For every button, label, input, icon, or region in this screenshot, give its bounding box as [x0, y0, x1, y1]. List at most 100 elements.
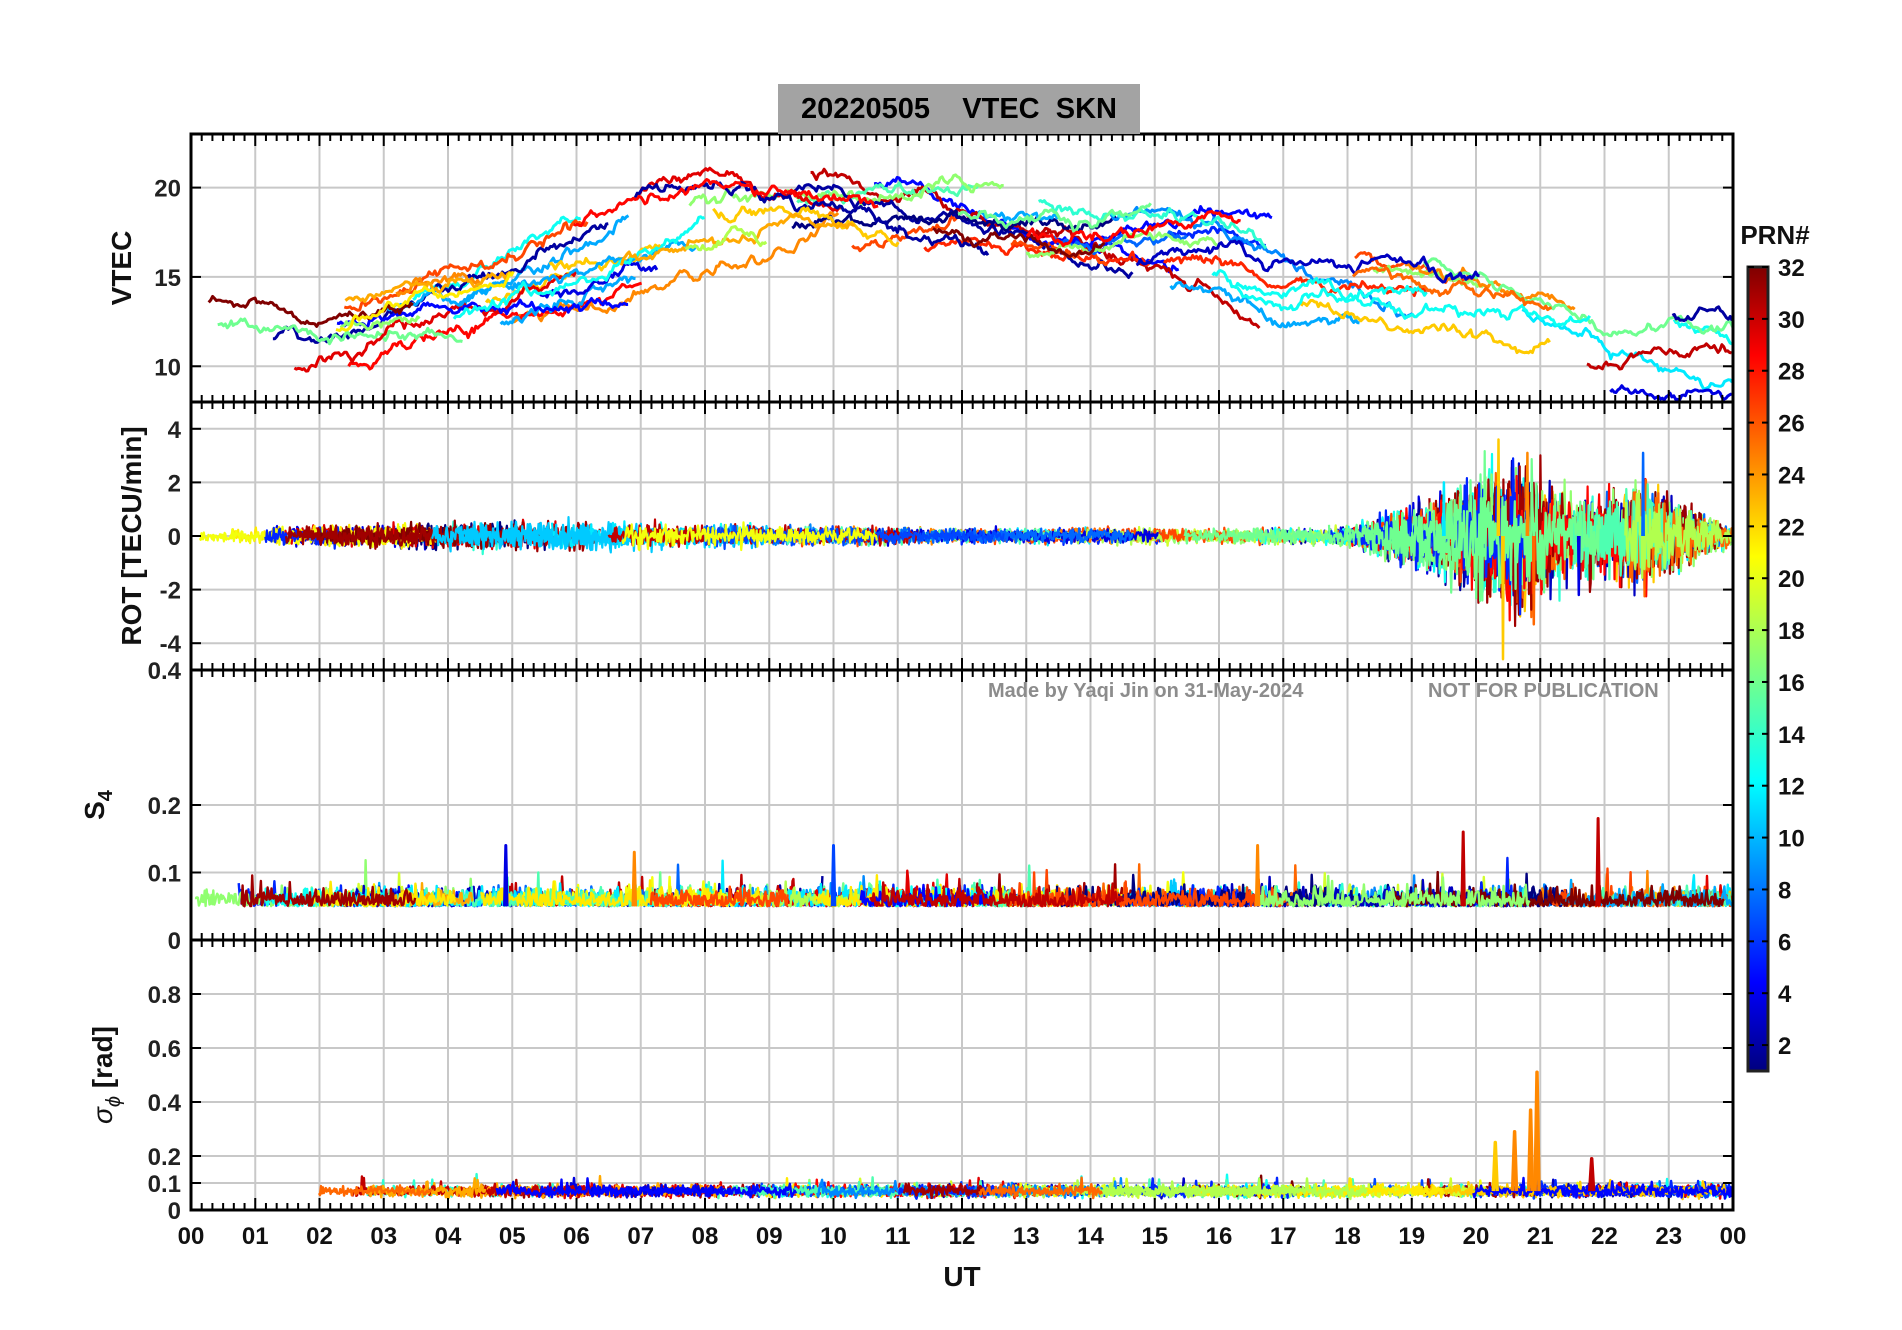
vtec-arc-prn-21 [335, 270, 515, 333]
panels: 101520420-2-40.40.20.100.80.60.40.20.10V… [79, 132, 1735, 1225]
x-tick-label: 05 [499, 1223, 526, 1250]
vtec-arc-prn-13 [452, 215, 706, 320]
s4-trace-prn-30 [869, 877, 1125, 908]
vtec-arc-prn-22 [712, 205, 900, 248]
y-tick-label: -4 [160, 631, 182, 658]
sigma-phi-spike [1510, 1129, 1519, 1192]
x-tick-label: 00 [178, 1223, 205, 1250]
vtec-arc-prn-13 [1672, 318, 1733, 346]
vtec-arc-prn-28 [1025, 209, 1241, 247]
x-tick-label: 16 [1206, 1223, 1233, 1250]
x-tick-label: 18 [1334, 1223, 1361, 1250]
vtec-arc-prn-29 [637, 166, 841, 212]
sigma-phi-trace-prn-18 [1096, 1177, 1368, 1201]
rot-spike [1641, 451, 1645, 537]
s4-spike [1460, 830, 1466, 907]
sigma-phi-trace-prn-5 [495, 1177, 797, 1199]
y-tick-label: 0 [168, 1198, 181, 1225]
colorbar-tick-label: 14 [1778, 722, 1805, 749]
x-tick-label: 11 [885, 1223, 910, 1250]
sigma-phi-traces [317, 1070, 1733, 1201]
vtec-arc-prn-13 [1235, 286, 1592, 327]
rot-spike [1531, 535, 1536, 626]
y-tick-label: 10 [154, 354, 181, 381]
vtec-arc-prn-4 [1609, 384, 1733, 402]
x-tick-label: 12 [949, 1223, 976, 1250]
colorbar-label: PRN# [1740, 220, 1810, 250]
colorbar-tick-label: 16 [1778, 670, 1805, 697]
y-tick-label: 0.6 [148, 1036, 181, 1063]
colorbar-tick-label: 18 [1778, 618, 1805, 645]
sigma-phi-spike [1491, 1140, 1499, 1192]
y-tick-label: 0 [168, 928, 181, 955]
x-tick-label: 03 [370, 1223, 397, 1250]
y-label-vtec: VTEC [106, 231, 137, 306]
vtec-arc-prn-2 [1671, 305, 1733, 323]
x-tick-label: 08 [692, 1223, 719, 1250]
colorbar-tick-label: 32 [1778, 255, 1805, 282]
vtec-arc-prn-32 [932, 227, 1106, 259]
x-tick-label: 10 [820, 1223, 847, 1250]
sigma-phi-spike [1526, 1108, 1535, 1192]
vtec-arc-prn-27 [1163, 254, 1428, 298]
vtec-arc-prn-23 [619, 212, 855, 266]
x-tick-label: 06 [563, 1223, 590, 1250]
s4-spike [503, 844, 509, 907]
x-tick-label: 04 [435, 1223, 462, 1250]
title-date: 20220505 [801, 92, 931, 125]
chart-title: 20220505 VTEC SKN [778, 84, 1140, 134]
x-tick-label: 15 [1141, 1223, 1168, 1250]
vtec-arc-prn-2 [272, 222, 609, 344]
title-quantity: VTEC [962, 92, 1040, 125]
x-tick-label: 20 [1463, 1223, 1490, 1250]
rot-spike [1496, 438, 1501, 537]
vtec-arc-prn-29 [293, 270, 578, 373]
y-tick-label: 0.4 [148, 1090, 182, 1117]
y-tick-label: 0.4 [148, 658, 182, 685]
vtec-arc-prn-13 [1211, 269, 1428, 303]
rot-spike [1441, 481, 1446, 537]
y-tick-label: 20 [154, 176, 181, 203]
panel-ROT: 4 2 0 -2 -4 [160, 402, 1733, 670]
s4-traces [194, 817, 1733, 908]
panel-VTEC: 10 15 20 [154, 134, 1733, 402]
x-tick-label: 07 [627, 1223, 654, 1250]
colorbar-tick-label: 28 [1778, 359, 1805, 386]
colorbar-tick-label: 22 [1778, 514, 1805, 541]
vtec-arc-prn-10 [1169, 281, 1360, 329]
panel-sigma_phi: 0.8 0.6 0.4 0.20.10 [148, 940, 1733, 1225]
vtec-arcs [207, 166, 1733, 402]
y-tick-label: 0.8 [148, 982, 181, 1009]
y-tick-label: 15 [154, 265, 181, 292]
x-tick-label: 14 [1077, 1223, 1104, 1250]
vtec-arc-prn-16 [957, 202, 1152, 233]
x-axis-label: UT [943, 1261, 980, 1292]
y-tick-label: 0.2 [148, 1144, 181, 1171]
sigma-phi-trace-prn-31 [902, 1182, 986, 1200]
title-station: SKN [1055, 92, 1117, 125]
s4-spike [631, 850, 638, 907]
rot-spike [1576, 535, 1581, 597]
rot-traces [198, 438, 1733, 661]
vtec-arc-prn-15 [796, 181, 980, 207]
vtec-arc-prn-22 [1299, 299, 1551, 355]
vtec-arc-prn-14 [1038, 199, 1268, 250]
rot-spike [1501, 535, 1505, 661]
s4-trace-prn-26 [1009, 868, 1288, 908]
vtec-arc-prn-22 [548, 243, 663, 272]
y-tick-label: -2 [160, 578, 181, 605]
colorbar-tick-label: 4 [1778, 981, 1792, 1008]
vtec-arc-prn-30 [1586, 342, 1732, 371]
sigma-phi-trace-prn-5 [1472, 1176, 1733, 1200]
colorbar-tick-label: 10 [1778, 826, 1805, 853]
colorbar-tick-label: 12 [1778, 774, 1805, 801]
sigma-phi-spike [1533, 1070, 1541, 1192]
x-tick-label: 13 [1013, 1223, 1040, 1250]
colorbar-gradient [1746, 265, 1770, 1073]
x-tick-label: 22 [1591, 1223, 1618, 1250]
x-axis: 00 01 02 03 04 05 06 07 08 09 10 11 12 13 14 15 16 17 18 19… [178, 1223, 1747, 1292]
watermark-notice: NOT FOR PUBLICATION [1428, 680, 1659, 702]
colorbar-tick-label: 26 [1778, 411, 1805, 438]
x-tick-label: 17 [1270, 1223, 1297, 1250]
s4-trace-prn-17 [1254, 874, 1531, 908]
